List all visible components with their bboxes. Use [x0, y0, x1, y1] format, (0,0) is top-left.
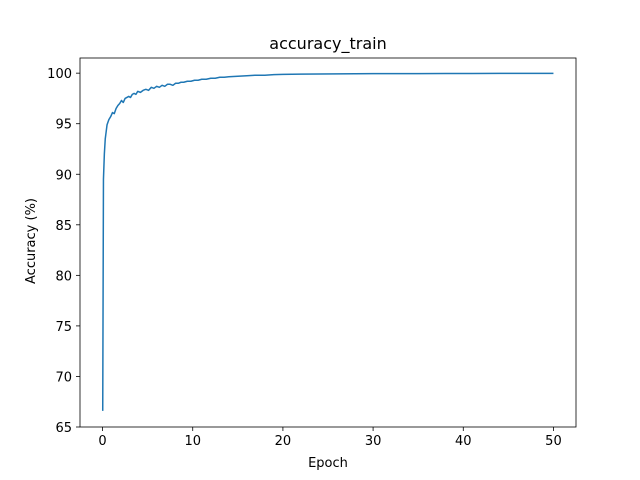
x-axis-label: Epoch [308, 456, 348, 471]
y-tick-label: 95 [55, 118, 72, 133]
y-axis-label: Accuracy (%) [24, 198, 39, 284]
y-tick-label: 65 [55, 421, 72, 436]
y-tick-label: 70 [55, 370, 72, 385]
x-tick-label: 30 [365, 434, 382, 449]
x-tick-label: 40 [455, 434, 472, 449]
series-line [101, 72, 554, 411]
axes-frame [79, 57, 577, 428]
y-tick-label: 90 [55, 168, 72, 183]
plot-area: 0 10 20 30 40 50 65 70 75 80 85 90 95 100 [47, 57, 577, 449]
chart-title: accuracy_train [269, 34, 386, 54]
y-tick-label: 100 [47, 67, 72, 82]
y-tick-label: 85 [55, 219, 72, 234]
x-tick-label: 50 [545, 434, 562, 449]
x-tick-label: 10 [184, 434, 201, 449]
x-tick-label: 0 [98, 434, 106, 449]
y-tick-label: 80 [55, 269, 72, 284]
y-tick-label: 75 [55, 320, 72, 335]
x-tick-label: 20 [275, 434, 292, 449]
